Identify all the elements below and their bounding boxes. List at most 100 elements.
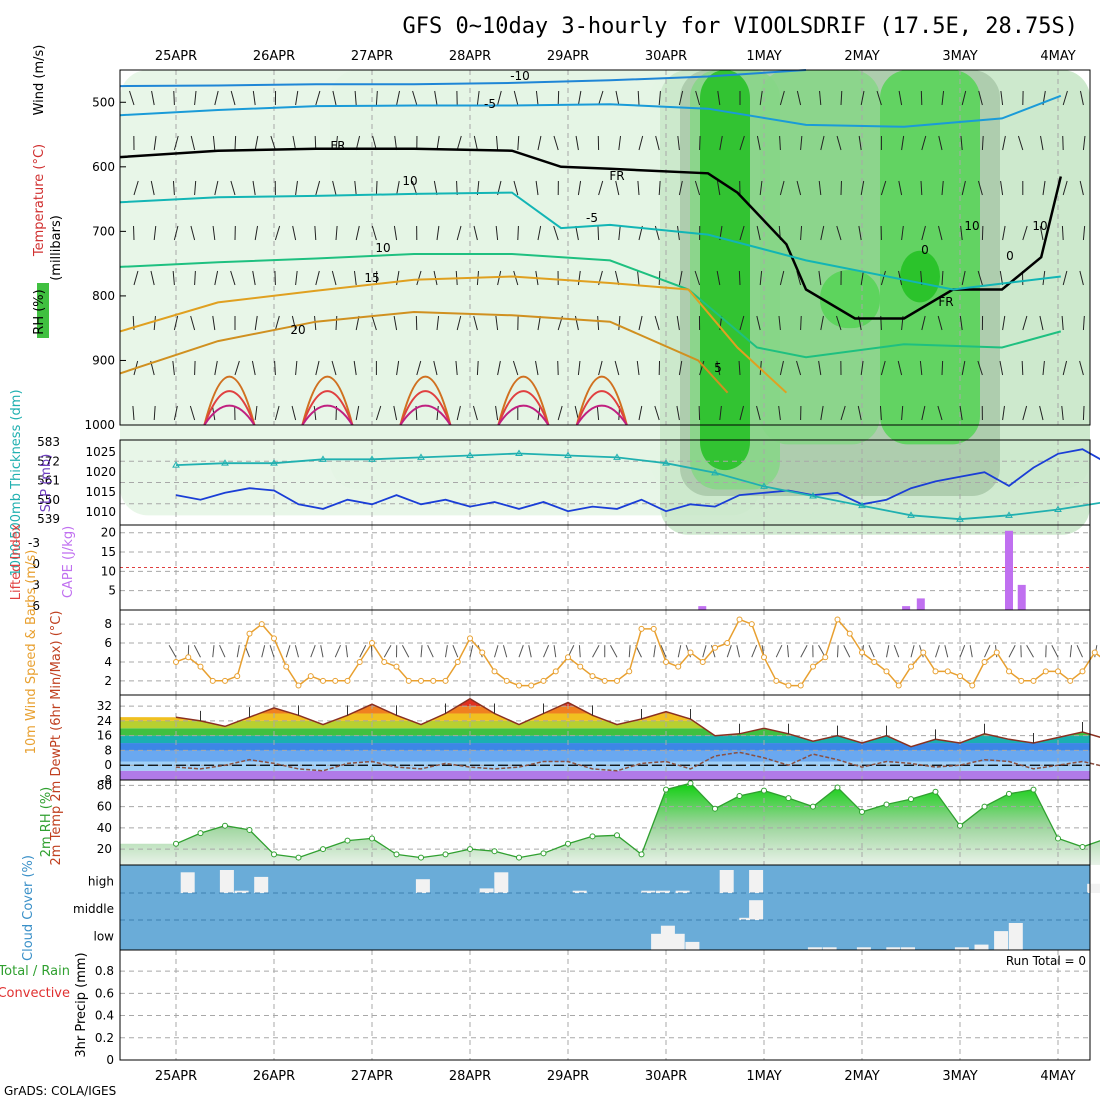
rh-point <box>197 830 204 837</box>
thickness-tick-label: 550 <box>37 493 60 507</box>
wind-barb <box>292 135 297 151</box>
wind-barb <box>456 135 462 151</box>
wind-tick-label: 6 <box>104 636 112 650</box>
wind-barb <box>355 405 360 421</box>
wind-barb <box>959 405 963 421</box>
wind-barb <box>719 405 722 421</box>
wind-speed-point <box>981 658 988 665</box>
cloud-bar-high <box>180 872 195 893</box>
wind-speed-point <box>1042 668 1049 675</box>
rh-point <box>712 805 718 812</box>
wind-barb <box>658 90 661 106</box>
surface-wind-barb <box>212 645 215 658</box>
wind-speed-point <box>209 677 216 684</box>
wind-barb <box>291 315 297 331</box>
wind-speed-point <box>932 668 939 675</box>
surface-wind-barb <box>843 644 851 658</box>
wind-speed-point <box>173 658 179 665</box>
wind-barb <box>497 90 502 106</box>
wind-barb <box>234 135 237 151</box>
wind-barb <box>537 315 541 331</box>
surface-wind-barb <box>420 645 423 658</box>
wind-speed-point <box>454 658 461 665</box>
surface-wind-barb <box>320 645 324 658</box>
wind-barb <box>412 90 418 106</box>
wind-barb <box>577 180 582 196</box>
wind-barb <box>598 360 603 376</box>
wind-barb <box>173 225 179 241</box>
rh-point <box>540 850 547 857</box>
wind-barb <box>371 315 377 331</box>
wind-barb <box>860 180 865 196</box>
wind-barb <box>153 315 156 331</box>
wind-barb <box>535 360 539 376</box>
cloud-bar-high <box>234 890 249 893</box>
wind-barb <box>677 225 680 241</box>
lifted-index-tick-label: 0 <box>32 557 40 571</box>
cape-bar <box>902 606 911 610</box>
wind-barb <box>921 135 927 151</box>
wind-barb <box>836 225 842 241</box>
surface-wind-barb <box>969 645 973 658</box>
cloud-bar-low <box>1008 923 1023 950</box>
thickness-point <box>956 515 964 522</box>
wind-barb <box>860 90 865 106</box>
rh-point <box>957 822 963 829</box>
wind-barb <box>678 90 684 106</box>
rh-point <box>834 784 841 791</box>
wind-barb <box>860 360 864 376</box>
temperature-band <box>120 761 1090 771</box>
wind-barb <box>699 360 705 376</box>
lifted-index-tick-label: -3 <box>28 536 40 550</box>
cape-bar <box>1005 530 1013 610</box>
wind-speed-point <box>638 625 645 632</box>
rh-point <box>981 803 988 810</box>
date-label-bottom: 2MAY <box>844 1069 879 1084</box>
wind-speed-point <box>540 677 547 684</box>
wind-barb <box>411 180 418 196</box>
wind-barb <box>1000 90 1004 106</box>
wind-speed-point <box>295 682 302 689</box>
wind-barb <box>577 360 581 376</box>
wind-barb <box>396 90 401 106</box>
wind-barb <box>941 90 945 106</box>
wind-tick-label: 8 <box>104 617 112 631</box>
wind-barb <box>252 180 256 196</box>
surface-wind-barb <box>893 645 900 658</box>
wind-barb <box>897 360 903 376</box>
wind-barb <box>655 135 660 151</box>
wind-barb <box>295 180 298 196</box>
wind-barb <box>959 315 963 331</box>
contour-label: 5 <box>714 361 722 375</box>
pressure-tick-label: 600 <box>92 160 115 174</box>
wind-barb <box>937 405 943 421</box>
wind-barb <box>331 360 337 376</box>
rh-legend-swatch <box>37 283 49 338</box>
wind-barb <box>513 90 519 106</box>
wind-speed-point <box>356 658 363 665</box>
cape-bar <box>1017 584 1026 610</box>
wind-speed-point <box>773 677 780 684</box>
wind-barb <box>901 135 905 151</box>
date-label-bottom: 4MAY <box>1040 1069 1075 1084</box>
wind-barb <box>840 90 843 106</box>
wind-barb <box>1062 270 1068 286</box>
cape-tick-label: 15 <box>101 545 116 559</box>
surface-wind-barb <box>653 645 656 658</box>
wind-barb <box>638 135 644 151</box>
wind-barb <box>214 270 219 286</box>
wind-barb <box>615 90 620 106</box>
temperature-line <box>175 697 1100 748</box>
warm-contour <box>497 375 550 426</box>
wind-barb <box>354 180 357 196</box>
wind-speed-point <box>895 682 902 689</box>
surface-wind-barb <box>578 645 581 658</box>
rh-point <box>246 826 253 833</box>
surface-wind-barb <box>494 645 499 658</box>
wind-speed-point <box>185 654 192 661</box>
surface-wind-barb <box>518 645 524 658</box>
surface-wind-barb <box>959 645 966 658</box>
cloud-bar-high <box>254 876 269 893</box>
cloud-bar-high <box>641 890 656 893</box>
wind-speed-point <box>307 673 314 680</box>
